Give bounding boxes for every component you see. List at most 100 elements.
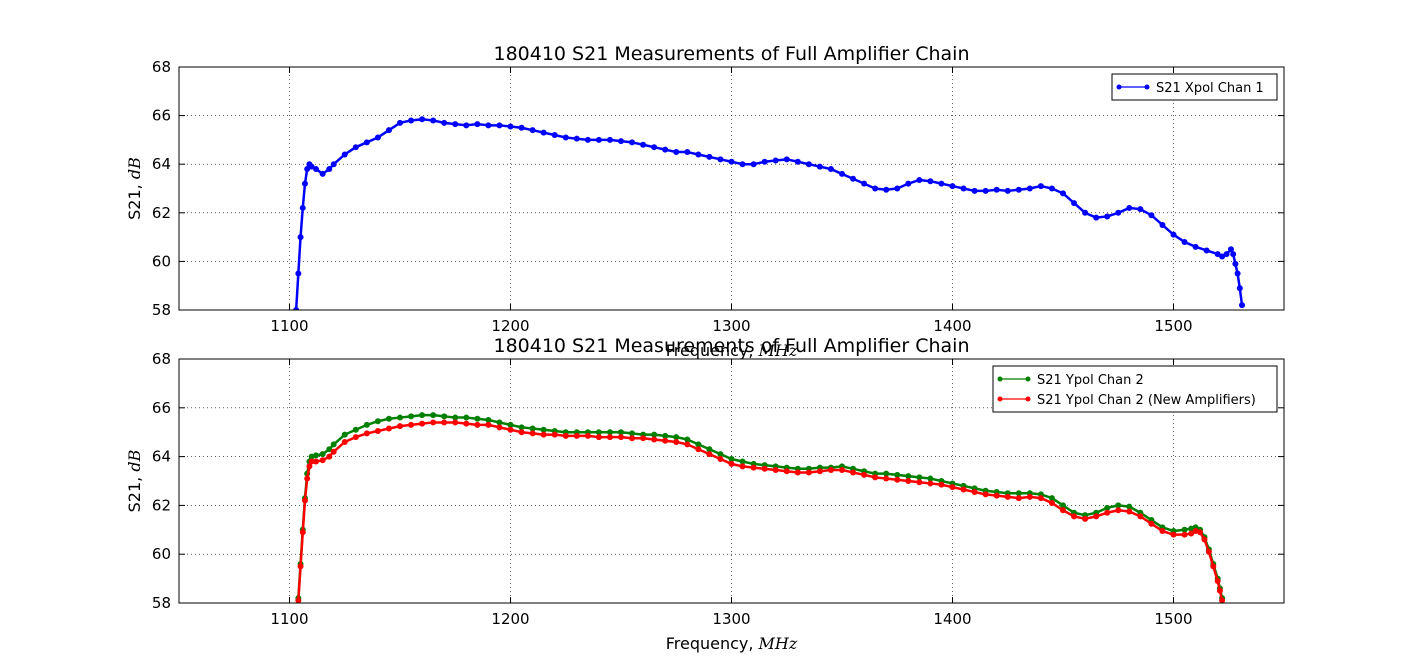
data-point bbox=[916, 474, 923, 481]
data-point bbox=[573, 135, 580, 142]
data-point bbox=[883, 470, 890, 477]
y-axis-label-unit: dB bbox=[125, 157, 144, 179]
data-point bbox=[584, 432, 591, 439]
data-point bbox=[1214, 251, 1221, 258]
x-tick-label: 1400 bbox=[933, 610, 971, 628]
data-point bbox=[452, 121, 459, 128]
data-point bbox=[850, 469, 857, 476]
data-point bbox=[960, 185, 967, 192]
data-point bbox=[1037, 183, 1044, 190]
data-point bbox=[1232, 260, 1239, 267]
data-point bbox=[463, 122, 470, 129]
data-point bbox=[441, 419, 448, 426]
data-point bbox=[562, 134, 569, 141]
data-point bbox=[1060, 507, 1066, 514]
data-point bbox=[1060, 502, 1066, 509]
data-point bbox=[783, 468, 790, 475]
data-point bbox=[839, 170, 845, 177]
data-point bbox=[618, 429, 624, 436]
data-point bbox=[905, 180, 912, 187]
x-tick-label: 1300 bbox=[712, 610, 750, 628]
data-point bbox=[1192, 243, 1199, 250]
legend-label: S21 Xpol Chan 1 bbox=[1156, 81, 1264, 96]
data-point bbox=[529, 425, 536, 432]
data-point bbox=[408, 413, 415, 420]
data-point bbox=[304, 475, 311, 482]
data-point bbox=[1159, 528, 1166, 535]
data-point bbox=[295, 270, 302, 277]
data-point bbox=[507, 421, 514, 428]
y-axis-label: S21, dB bbox=[125, 449, 144, 512]
legend-item: S21 Ypol Chan 2 (New Amplifiers) bbox=[997, 393, 1256, 408]
data-point bbox=[728, 460, 735, 467]
data-point bbox=[960, 486, 967, 493]
data-point bbox=[299, 529, 306, 536]
data-point bbox=[761, 465, 768, 472]
data-point bbox=[640, 435, 647, 442]
data-point bbox=[739, 161, 746, 168]
y-tick-label: 64 bbox=[152, 155, 171, 173]
data-point bbox=[1004, 493, 1011, 500]
data-point bbox=[297, 234, 304, 241]
y-tick-label: 68 bbox=[152, 350, 171, 368]
data-point bbox=[363, 139, 370, 146]
data-point bbox=[1230, 251, 1237, 258]
data-point bbox=[496, 424, 503, 431]
y-tick-label: 58 bbox=[152, 594, 171, 612]
data-point bbox=[330, 448, 337, 455]
y-tick-label: 66 bbox=[152, 399, 171, 417]
data-point bbox=[1115, 502, 1122, 509]
data-point bbox=[299, 204, 306, 211]
data-point bbox=[1210, 563, 1217, 570]
data-point bbox=[518, 424, 525, 431]
data-point bbox=[606, 429, 613, 436]
x-axis-label-unit: MHz bbox=[758, 341, 798, 360]
y-tick-label: 66 bbox=[152, 107, 171, 125]
data-point bbox=[308, 458, 315, 465]
data-point bbox=[1026, 185, 1033, 192]
y-tick-label: 68 bbox=[152, 58, 171, 76]
data-point bbox=[1015, 186, 1022, 193]
y-tick-label: 62 bbox=[152, 496, 171, 514]
data-point bbox=[606, 136, 613, 143]
data-point bbox=[313, 458, 320, 465]
data-point bbox=[894, 476, 901, 483]
data-point bbox=[374, 134, 381, 141]
data-point bbox=[695, 441, 702, 448]
legend-swatch-marker bbox=[997, 376, 1003, 382]
data-point bbox=[1223, 251, 1230, 258]
data-point bbox=[949, 183, 956, 190]
data-point bbox=[993, 492, 1000, 499]
data-point bbox=[352, 144, 359, 151]
data-point bbox=[872, 474, 879, 481]
data-point bbox=[507, 426, 514, 433]
data-point bbox=[927, 475, 934, 482]
data-point bbox=[916, 176, 923, 183]
data-point bbox=[750, 161, 757, 168]
data-point bbox=[805, 161, 812, 168]
data-point bbox=[1148, 212, 1155, 219]
data-point bbox=[1060, 190, 1066, 197]
data-point bbox=[1181, 531, 1188, 538]
data-point bbox=[1203, 247, 1210, 254]
data-point bbox=[850, 175, 857, 182]
data-point bbox=[805, 469, 812, 476]
data-point bbox=[618, 434, 624, 441]
data-point bbox=[1205, 548, 1212, 555]
data-point bbox=[595, 434, 602, 441]
chart-top-xpol: 1100 1200 1300 1400 1500 58 60 62 64 66 68 Frequenc… bbox=[125, 43, 1285, 360]
legend-swatch-marker bbox=[1025, 396, 1031, 402]
x-tick-label: 1200 bbox=[491, 610, 529, 628]
data-point bbox=[1188, 530, 1195, 537]
x-tick-label: 1400 bbox=[933, 317, 971, 335]
data-point bbox=[452, 419, 459, 426]
data-point bbox=[326, 166, 333, 173]
data-point bbox=[938, 481, 945, 488]
y-axis-label-text: S21, bbox=[125, 179, 144, 220]
data-point bbox=[341, 438, 348, 445]
legend: S21 Xpol Chan 1 bbox=[1111, 73, 1278, 101]
data-point bbox=[419, 420, 426, 427]
data-point bbox=[750, 464, 757, 471]
